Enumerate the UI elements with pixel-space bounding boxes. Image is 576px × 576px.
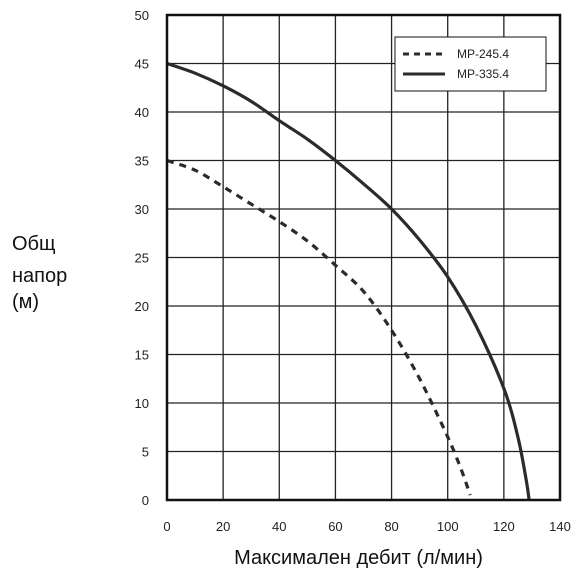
legend-label-mp-335-4: MP-335.4 (457, 67, 509, 81)
series-layer (166, 61, 531, 501)
y-tick-label-50: 50 (135, 8, 149, 23)
y-tick-label-30: 30 (135, 202, 149, 217)
x-tick-label-20: 20 (216, 519, 230, 534)
y-tick-label-20: 20 (135, 299, 149, 314)
legend-box (394, 36, 547, 92)
series-line-mp-245-4 (166, 158, 472, 496)
x-tick-label-140: 140 (549, 519, 571, 534)
y-tick-label-5: 5 (142, 445, 149, 460)
plot-frame (165, 13, 562, 502)
y-tick-label-45: 45 (135, 57, 149, 72)
y-tick-label-10: 10 (135, 396, 149, 411)
x-tick-label-0: 0 (163, 519, 170, 534)
x-tick-labels: 0 20 40 60 80 100 120 140 (163, 519, 570, 534)
series-line-mp-335-4 (166, 61, 531, 501)
y-tick-label-0: 0 (142, 493, 149, 508)
y-axis-title: Общ напор (м) (12, 233, 67, 313)
x-axis-title: Максимален дебит (л/мин) (234, 547, 483, 569)
y-tick-label-40: 40 (135, 105, 149, 120)
y-tick-labels: 0 5 10 15 20 25 30 35 40 45 50 (135, 8, 149, 508)
x-tick-label-120: 120 (493, 519, 515, 534)
x-tick-label-80: 80 (384, 519, 398, 534)
x-tick-label-60: 60 (328, 519, 342, 534)
y-axis-title-line-3: (м) (12, 291, 39, 313)
y-tick-label-15: 15 (135, 348, 149, 363)
y-tick-label-35: 35 (135, 154, 149, 169)
legend: MP-245.4 MP-335.4 (394, 36, 547, 92)
legend-label-mp-245-4: MP-245.4 (457, 47, 509, 61)
y-axis-title-line-1: Общ (12, 233, 55, 255)
x-tick-label-40: 40 (272, 519, 286, 534)
y-tick-label-25: 25 (135, 251, 149, 266)
x-tick-label-100: 100 (437, 519, 459, 534)
y-axis-title-line-2: напор (12, 265, 67, 287)
